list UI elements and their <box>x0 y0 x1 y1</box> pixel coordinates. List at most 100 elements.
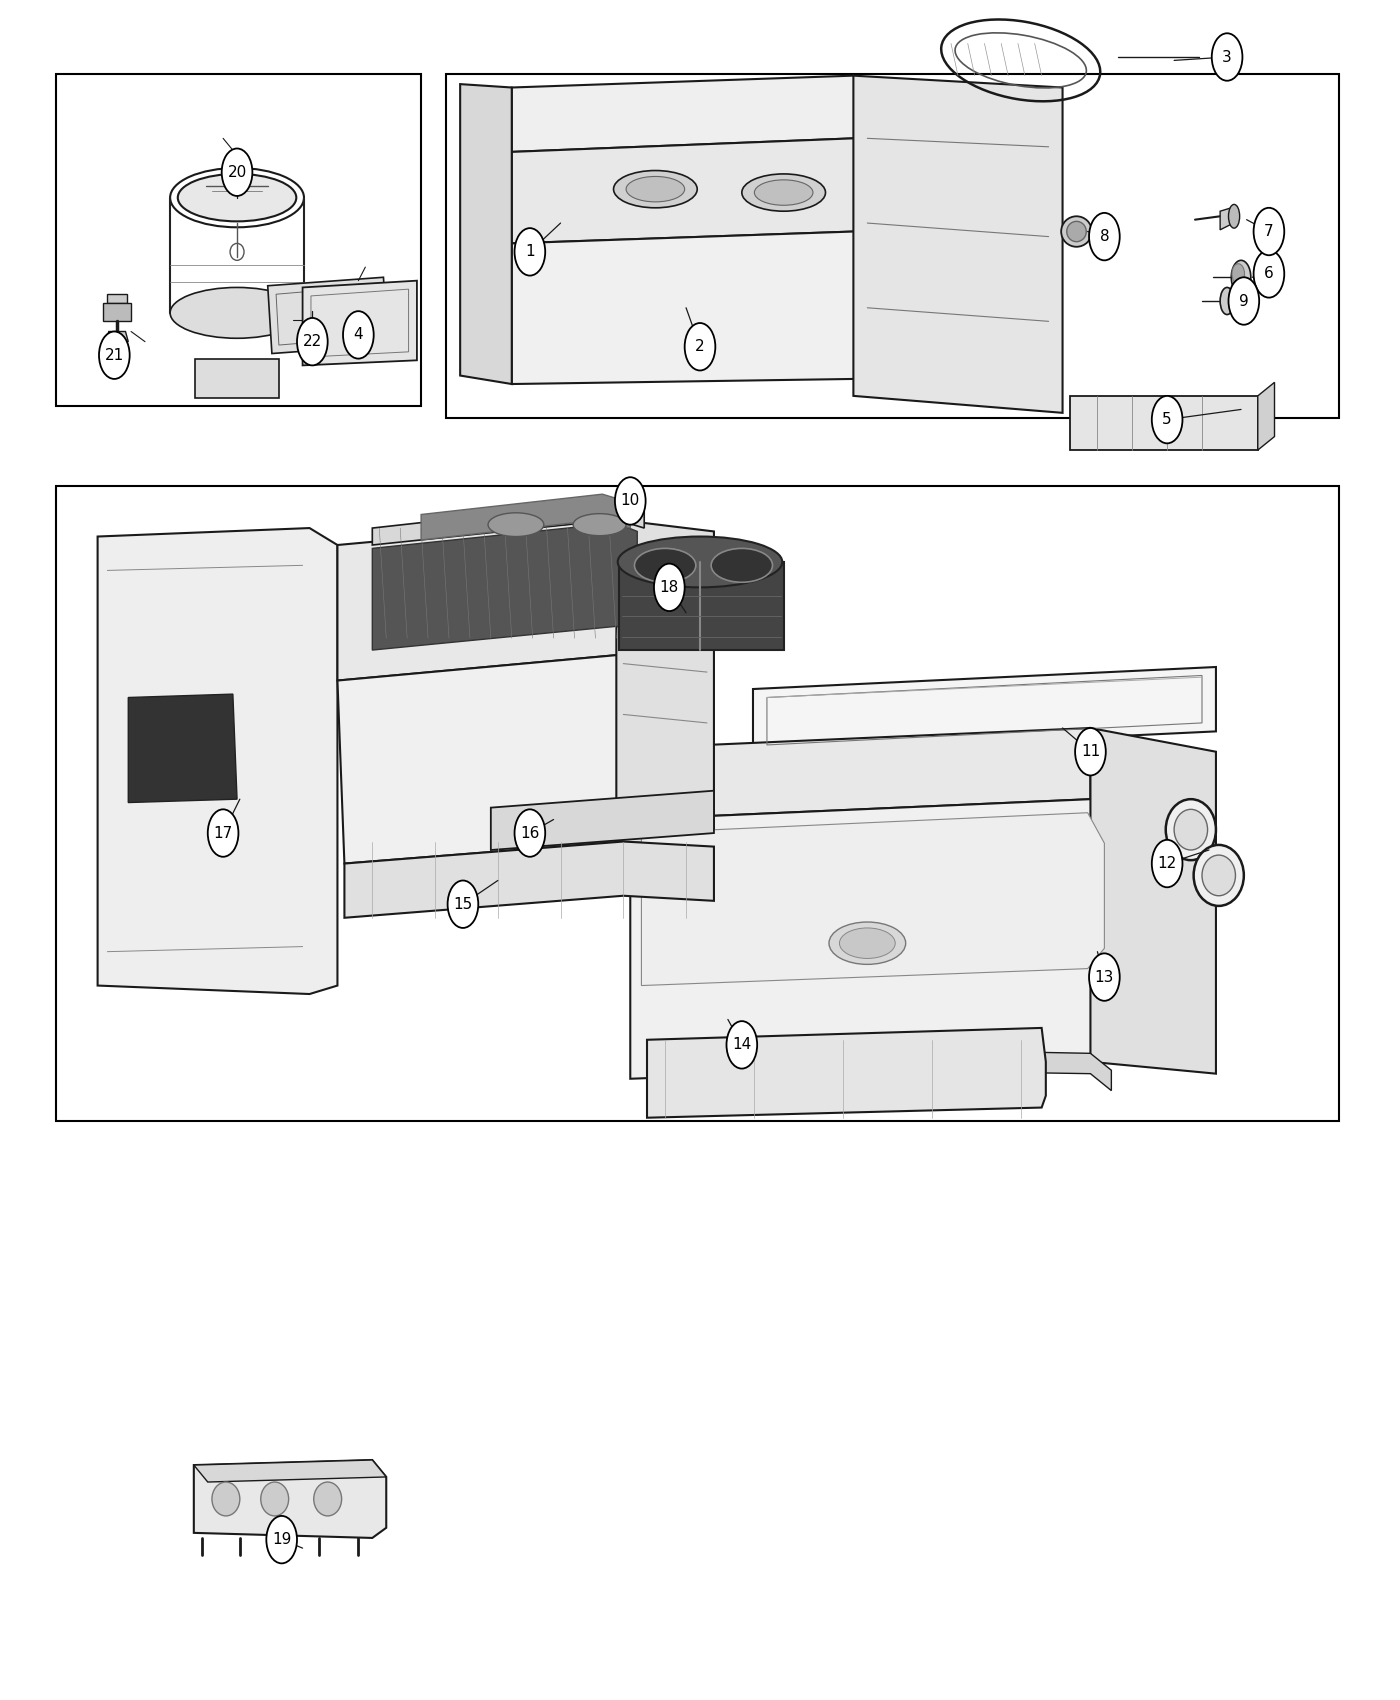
Ellipse shape <box>1089 954 1120 1001</box>
Text: 9: 9 <box>1239 294 1249 308</box>
Polygon shape <box>337 520 644 680</box>
Ellipse shape <box>573 513 626 536</box>
Ellipse shape <box>1253 207 1284 255</box>
Ellipse shape <box>685 323 715 371</box>
Ellipse shape <box>1061 216 1092 246</box>
Polygon shape <box>1257 382 1274 450</box>
Polygon shape <box>1091 728 1217 1074</box>
Text: 13: 13 <box>1095 969 1114 984</box>
Ellipse shape <box>448 881 479 928</box>
Text: 21: 21 <box>105 348 125 362</box>
Ellipse shape <box>489 513 543 537</box>
Polygon shape <box>344 842 714 918</box>
Text: 14: 14 <box>732 1037 752 1052</box>
Text: 15: 15 <box>454 896 473 911</box>
Text: 5: 5 <box>1162 411 1172 427</box>
Text: 7: 7 <box>1264 224 1274 240</box>
Ellipse shape <box>1067 221 1086 241</box>
Ellipse shape <box>178 173 297 221</box>
Circle shape <box>314 1482 342 1516</box>
Ellipse shape <box>626 177 685 202</box>
Text: 18: 18 <box>659 580 679 595</box>
Polygon shape <box>421 495 630 541</box>
Ellipse shape <box>742 173 826 211</box>
Polygon shape <box>104 303 132 321</box>
Ellipse shape <box>1075 728 1106 775</box>
Ellipse shape <box>1228 204 1239 228</box>
Polygon shape <box>106 332 129 342</box>
Text: 20: 20 <box>227 165 246 180</box>
Ellipse shape <box>1231 260 1250 294</box>
Text: 10: 10 <box>620 493 640 508</box>
Text: 4: 4 <box>354 328 363 342</box>
Polygon shape <box>193 1460 386 1538</box>
Polygon shape <box>647 1028 1046 1117</box>
Ellipse shape <box>755 180 813 206</box>
Polygon shape <box>98 529 337 994</box>
Text: 3: 3 <box>1222 49 1232 65</box>
Text: 17: 17 <box>213 826 232 840</box>
Polygon shape <box>512 138 895 248</box>
Ellipse shape <box>1166 799 1217 860</box>
Bar <box>447 73 1338 418</box>
Ellipse shape <box>1232 264 1245 284</box>
Polygon shape <box>337 654 651 864</box>
Ellipse shape <box>99 332 130 379</box>
Ellipse shape <box>1253 250 1284 298</box>
Circle shape <box>211 1482 239 1516</box>
Ellipse shape <box>297 318 328 366</box>
Text: 16: 16 <box>521 826 539 840</box>
Polygon shape <box>108 294 127 303</box>
Polygon shape <box>647 1046 1112 1091</box>
Ellipse shape <box>1203 855 1235 896</box>
Ellipse shape <box>1194 845 1243 906</box>
Polygon shape <box>616 520 714 847</box>
Ellipse shape <box>515 809 545 857</box>
Ellipse shape <box>207 809 238 857</box>
Ellipse shape <box>654 564 685 610</box>
Bar <box>56 486 1338 1120</box>
Ellipse shape <box>1221 287 1233 314</box>
Polygon shape <box>1221 206 1236 230</box>
Polygon shape <box>193 1460 386 1482</box>
Polygon shape <box>753 666 1217 753</box>
Ellipse shape <box>343 311 374 359</box>
Polygon shape <box>630 799 1112 1080</box>
Text: 1: 1 <box>525 245 535 260</box>
Ellipse shape <box>840 928 895 959</box>
Ellipse shape <box>1228 277 1259 325</box>
Polygon shape <box>512 75 895 172</box>
Ellipse shape <box>1152 840 1183 887</box>
Ellipse shape <box>829 921 906 964</box>
Text: 22: 22 <box>302 335 322 348</box>
Ellipse shape <box>615 478 645 525</box>
Text: 6: 6 <box>1264 267 1274 282</box>
Polygon shape <box>641 813 1105 986</box>
Polygon shape <box>461 83 512 384</box>
Ellipse shape <box>711 549 773 583</box>
Polygon shape <box>302 280 417 366</box>
Circle shape <box>260 1482 288 1516</box>
Ellipse shape <box>1089 212 1120 260</box>
Polygon shape <box>491 790 714 850</box>
Ellipse shape <box>1212 34 1242 80</box>
Ellipse shape <box>634 549 696 583</box>
Polygon shape <box>1070 396 1257 450</box>
Polygon shape <box>619 563 784 649</box>
Polygon shape <box>630 728 1091 819</box>
Ellipse shape <box>221 148 252 196</box>
Ellipse shape <box>266 1516 297 1564</box>
Polygon shape <box>267 277 388 354</box>
Ellipse shape <box>617 537 783 588</box>
Text: 8: 8 <box>1099 230 1109 245</box>
Ellipse shape <box>515 228 545 275</box>
Text: 12: 12 <box>1158 857 1177 870</box>
Polygon shape <box>129 694 237 802</box>
Ellipse shape <box>171 287 304 338</box>
Polygon shape <box>372 502 644 546</box>
Ellipse shape <box>1152 396 1183 444</box>
Text: 19: 19 <box>272 1532 291 1547</box>
Polygon shape <box>854 75 1063 413</box>
Ellipse shape <box>613 170 697 207</box>
Polygon shape <box>195 359 279 398</box>
